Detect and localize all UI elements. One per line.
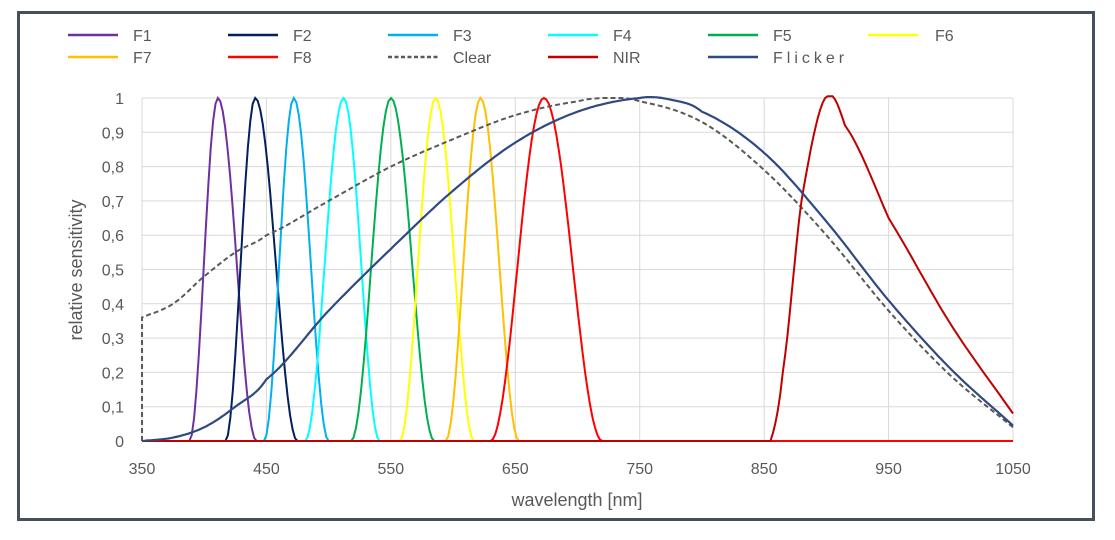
legend-label-f7: F7 [133, 50, 152, 67]
x-tick-label: 950 [875, 461, 902, 478]
y-tick-label: 0,2 [102, 365, 124, 382]
legend-label-f5: F5 [773, 28, 792, 45]
legend-label-clear: Clear [453, 50, 492, 67]
y-tick-label: 0,8 [102, 160, 124, 177]
series-line-nir [142, 95, 1014, 442]
y-tick-label: 0,4 [102, 297, 124, 314]
x-tick-label: 750 [626, 461, 653, 478]
tick-labels: 0 0,1 0,2 0,3 0,4 0,5 0,6 0,7 0,8 0,9 1 350 450 550 65… [102, 91, 1031, 478]
x-tick-label: 650 [502, 461, 529, 478]
x-tick-label: 350 [129, 461, 156, 478]
x-tick-label: 1050 [995, 461, 1031, 478]
x-tick-label: 450 [253, 461, 280, 478]
y-tick-label: 0,1 [102, 400, 124, 417]
legend-label-f1: F1 [133, 28, 152, 45]
y-tick-label: 0,7 [102, 194, 124, 211]
legend-label-f3: F3 [453, 28, 472, 45]
y-tick-label: 0,9 [102, 125, 124, 142]
y-tick-label: 1 [115, 91, 124, 108]
y-tick-label: 0 [115, 434, 124, 451]
legend-label-f4: F4 [613, 28, 632, 45]
legend-label-f8: F8 [293, 50, 312, 67]
y-tick-label: 0,5 [102, 263, 124, 280]
series-lines [141, 95, 1014, 443]
legend-label-flicker: Flicker [773, 50, 848, 67]
legend: F1 F2 F3 F4 F5 F6 F7 F8 Clear NIR Flicker [68, 28, 954, 67]
legend-label-nir: NIR [613, 50, 641, 67]
series-line-flicker [141, 96, 1014, 443]
y-axis-label: relative sensitivity [66, 199, 86, 340]
x-axis-label: wavelength [nm] [510, 490, 642, 510]
grid [141, 97, 1014, 442]
legend-label-f6: F6 [935, 28, 954, 45]
x-tick-label: 850 [751, 461, 778, 478]
chart-frame [17, 11, 1095, 521]
legend-label-f2: F2 [293, 28, 312, 45]
y-tick-label: 0,6 [102, 228, 124, 245]
x-tick-label: 550 [378, 461, 405, 478]
y-tick-label: 0,3 [102, 331, 124, 348]
series-line-clear [141, 97, 1014, 441]
